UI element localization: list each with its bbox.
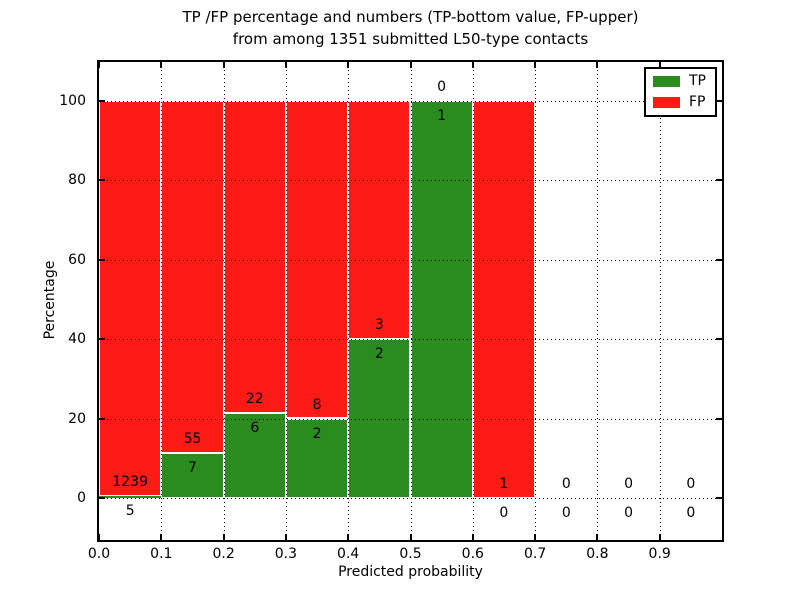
tp-count-label: 2 <box>374 346 384 363</box>
tick-mark-y <box>716 258 722 261</box>
x-tick-label: 0.0 <box>87 546 111 562</box>
gridline-vertical <box>472 62 474 540</box>
tick-mark-x <box>284 534 287 540</box>
tick-mark-y <box>716 179 722 182</box>
tp-count-label: 2 <box>312 425 322 442</box>
tp-count-label: 0 <box>624 504 634 521</box>
fp-count-label: 55 <box>183 431 202 448</box>
fp-count-label: 0 <box>624 475 634 492</box>
bar-segment-fp <box>161 100 224 454</box>
tick-mark-x <box>160 534 163 540</box>
tick-mark-x <box>471 534 474 540</box>
gridline-vertical <box>161 62 163 540</box>
x-tick-label: 0.4 <box>337 546 360 562</box>
tick-mark-x <box>222 534 225 540</box>
tp-count-label: 0 <box>686 504 696 521</box>
fp-count-label: 0 <box>561 475 571 492</box>
tick-mark-x <box>98 62 100 68</box>
tp-count-label: 7 <box>188 460 197 477</box>
x-tick-label: 0.5 <box>399 546 422 562</box>
tick-mark-x <box>409 534 412 540</box>
x-tick-label: 0.8 <box>586 546 609 562</box>
tick-mark-x <box>347 534 350 540</box>
fp-color-swatch <box>653 97 680 108</box>
fp-count-label: 8 <box>312 396 322 413</box>
x-axis-label: Predicted probability <box>338 564 483 580</box>
tick-mark-x <box>98 534 100 540</box>
tick-mark-y <box>99 258 105 261</box>
tick-mark-x <box>222 62 225 68</box>
fp-count-label: 1 <box>499 475 509 492</box>
tp-count-label: 6 <box>250 419 260 436</box>
x-tick-label: 0.9 <box>648 546 671 562</box>
gridline-vertical <box>348 62 350 540</box>
bar-segment-tp <box>410 100 473 498</box>
chart-title: TP /FP percentage and numbers (TP-bottom… <box>99 6 722 50</box>
tick-mark-x <box>658 534 661 540</box>
tp-count-label: 0 <box>561 504 571 521</box>
tick-mark-y <box>99 338 105 341</box>
tp-color-swatch <box>653 76 680 87</box>
tick-mark-y <box>716 338 722 341</box>
legend-entry-label: FP <box>689 94 706 110</box>
fp-count-label: 3 <box>374 317 384 334</box>
bar-segment-fp <box>348 100 411 340</box>
tick-mark-y <box>716 417 722 420</box>
fp-count-label: 1239 <box>112 474 149 491</box>
y-tick-label: 20 <box>68 410 86 427</box>
tick-mark-y <box>99 99 105 102</box>
x-tick-label: 0.1 <box>150 546 173 562</box>
ticks-layer <box>98 62 722 540</box>
tick-mark-x <box>284 62 287 68</box>
legend-entry: TP <box>653 73 706 90</box>
grid-layer <box>99 62 722 540</box>
x-tick-label: 0.6 <box>461 546 484 562</box>
y-tick-label: 60 <box>68 251 86 268</box>
bar-segment-tp <box>161 453 224 498</box>
tick-mark-x <box>534 534 537 540</box>
tick-mark-x <box>409 62 412 68</box>
y-tick-label: 80 <box>68 172 86 189</box>
bar-segment-fp <box>99 100 162 497</box>
tick-mark-y <box>99 179 105 182</box>
chart-title-line1: TP /FP percentage and numbers (TP-bottom… <box>182 8 639 26</box>
tick-mark-x <box>658 62 661 68</box>
legend-entry-label: TP <box>689 73 706 89</box>
legend: TP FP <box>644 67 717 117</box>
y-tick-label: 100 <box>59 92 86 109</box>
x-tick-label: 0.2 <box>212 546 235 562</box>
chart-title-line2: from among 1351 submitted L50-type conta… <box>232 30 589 48</box>
tick-mark-x <box>160 62 163 68</box>
fp-count-label: 0 <box>437 78 447 95</box>
fp-count-label: 0 <box>686 475 696 492</box>
tick-mark-y <box>99 417 105 420</box>
gridline-vertical <box>285 62 287 540</box>
tick-mark-y <box>716 99 722 102</box>
x-tick-label: 0.7 <box>523 546 547 562</box>
gridline-vertical <box>659 62 661 540</box>
tp-count-label: 0 <box>499 504 509 521</box>
gridline-vertical <box>597 62 599 540</box>
gridline-vertical <box>410 62 412 540</box>
tick-mark-x <box>347 62 350 68</box>
tick-mark-y <box>99 496 105 499</box>
fp-count-label: 22 <box>245 390 264 407</box>
tick-mark-x <box>596 534 599 540</box>
tick-mark-x <box>471 62 474 68</box>
y-tick-label: 40 <box>68 331 86 348</box>
tick-mark-y <box>716 496 722 499</box>
tick-mark-x <box>534 62 537 68</box>
bar-segment-tp <box>99 496 162 498</box>
tp-count-label: 1 <box>437 107 447 124</box>
tp-count-label: 5 <box>125 503 135 520</box>
gridline-vertical <box>535 62 537 540</box>
gridline-vertical <box>223 62 225 540</box>
y-tick-label: 0 <box>77 489 86 506</box>
bar-count-labels-layer: 1239 5 55 7 22 6 8 2 3 2 0 1 1 0 0 0 0 0 0 0 <box>99 62 722 540</box>
plot-area: 1239 5 55 7 22 6 8 2 3 2 0 1 1 0 0 0 0 0 0 0 TP FP <box>97 60 724 542</box>
x-tick-label: 0.3 <box>274 546 298 562</box>
tick-mark-x <box>596 62 599 68</box>
legend-entry: FP <box>653 94 706 111</box>
